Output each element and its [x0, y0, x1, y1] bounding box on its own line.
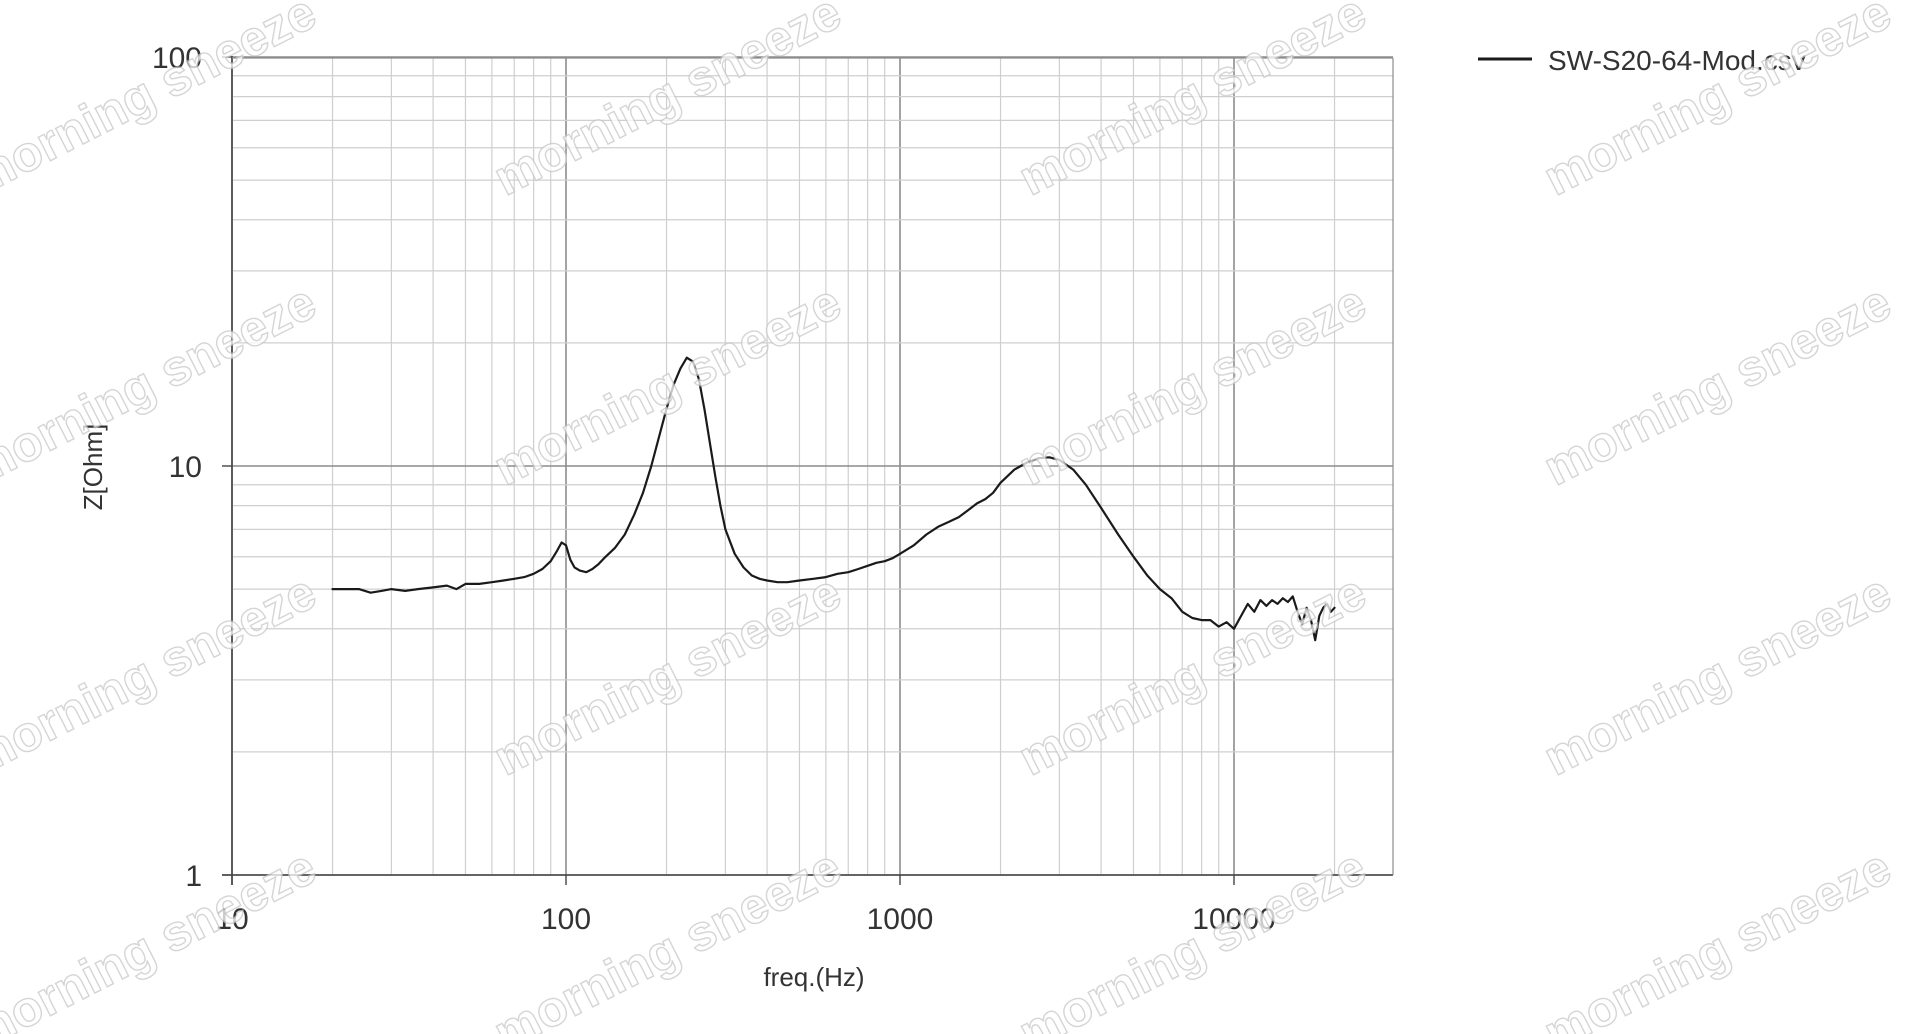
tick-labels: 10 100 1000 10000 100 10 1 [152, 42, 1276, 936]
y-tick-label-1: 1 [185, 860, 202, 893]
watermark-text: morning sneeze [1010, 839, 1375, 1034]
plot-frame [222, 56, 1394, 885]
watermark-text: morning sneeze [1535, 274, 1900, 497]
legend: SW-S20-64-Mod.csv [1478, 45, 1806, 76]
watermark-text: morning sneeze [1010, 0, 1375, 206]
grid-lines [231, 56, 1393, 876]
y-axis-label: Z[Ohm] [78, 424, 108, 511]
watermark-text: morning sneeze [0, 839, 325, 1034]
watermark-text: morning sneeze [1010, 564, 1375, 787]
watermark-text: morning sneeze [1010, 274, 1375, 497]
watermark-text: morning sneeze [0, 0, 325, 206]
watermark-text: morning sneeze [1535, 564, 1900, 787]
legend-label-sw-s20-64-mod: SW-S20-64-Mod.csv [1548, 45, 1806, 76]
watermark-text: morning sneeze [1535, 839, 1900, 1034]
x-tick-label-100: 100 [541, 903, 591, 936]
x-tick-label-1000: 1000 [867, 903, 934, 936]
x-tick-label-10000: 10000 [1192, 903, 1275, 936]
watermark-text: morning sneeze [485, 274, 850, 497]
x-axis-label: freq.(Hz) [763, 962, 864, 992]
watermark-text: morning sneeze [485, 564, 850, 787]
watermark-text: morning sneeze [0, 564, 325, 787]
watermark-text: morning sneeze [485, 0, 850, 206]
watermark-text: morning sneeze [485, 839, 850, 1034]
series-line-sw-s20-64-mod-csv [331, 356, 1336, 642]
watermark-text: morning sneeze [1535, 0, 1900, 206]
x-tick-label-10: 10 [215, 903, 248, 936]
watermark-text: morning sneeze [0, 274, 325, 497]
series-layer [331, 356, 1336, 642]
y-tick-label-10: 10 [169, 451, 202, 484]
y-tick-label-100: 100 [152, 42, 202, 75]
